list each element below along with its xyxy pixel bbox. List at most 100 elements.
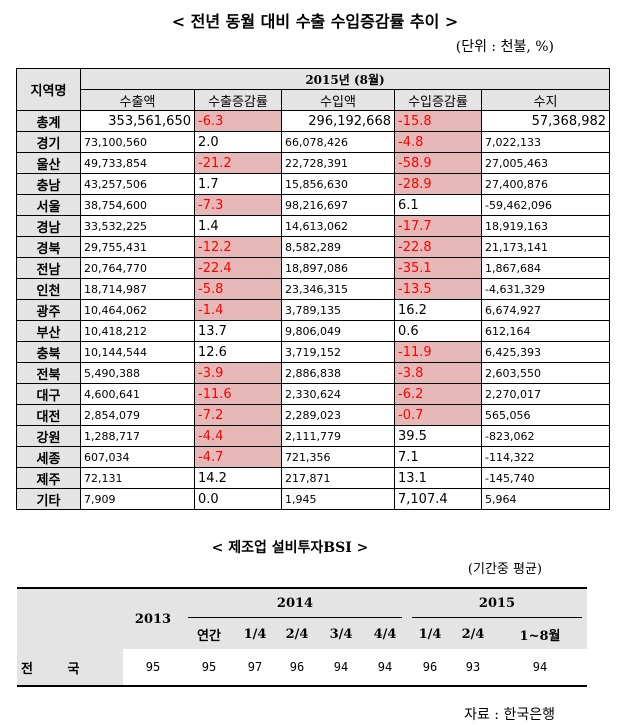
export-table-title: < 전년 동월 대비 수출 수입증감률 추이 > <box>171 12 459 31</box>
import-amount: 2,886,838 <box>281 362 395 384</box>
import-amount: 3,789,135 <box>281 299 395 321</box>
import-rate: -0.7 <box>394 404 482 426</box>
bsi-value: 96 <box>275 649 319 687</box>
bsi-row-label: 전 국 <box>17 649 123 687</box>
region-name: 경남 <box>16 215 81 237</box>
bsi-value: 93 <box>453 649 494 687</box>
bsi-sub-2014: 2/4 <box>275 619 319 649</box>
import-amount: 22,728,391 <box>281 152 395 174</box>
export-rate: 14.2 <box>194 467 282 489</box>
export-rate: -7.2 <box>194 404 282 426</box>
export-amount: 2,854,079 <box>80 404 195 426</box>
trade-balance: 1,867,684 <box>480 257 611 279</box>
import-rate: 39.5 <box>394 425 482 447</box>
export-amount: 49,733,854 <box>80 152 195 174</box>
import-amount: 2,330,624 <box>281 383 395 405</box>
import-rate: -58.9 <box>394 152 482 174</box>
table-row: 전북 5,490,388 -3.9 2,886,838 -3.8 2,603,550 <box>16 362 611 384</box>
trade-balance: 57,368,982 <box>480 110 611 132</box>
export-rate: 12.6 <box>194 341 282 363</box>
import-amount: 2,289,023 <box>281 404 395 426</box>
trade-balance: 612,164 <box>480 320 611 342</box>
table-row: 인천 18,714,987 -5.8 23,346,315 -13.5 -4,631,32… <box>16 278 611 300</box>
table-row: 경북 29,755,431 -12.2 8,582,289 -22.8 21,173,14… <box>16 236 611 258</box>
trade-balance: 27,005,463 <box>480 152 611 174</box>
import-rate: -6.2 <box>394 383 482 405</box>
bsi-header-2015: 2015 <box>412 596 583 618</box>
import-rate: 13.1 <box>394 467 482 489</box>
import-amount: 8,582,289 <box>281 236 395 258</box>
header-export-rate: 수출증감률 <box>194 89 282 111</box>
import-amount: 14,613,062 <box>281 215 395 237</box>
export-rate: -3.9 <box>194 362 282 384</box>
export-amount: 10,418,212 <box>80 320 195 342</box>
trade-balance: -114,322 <box>480 446 611 468</box>
export-rate: 13.7 <box>194 320 282 342</box>
import-rate: -3.8 <box>394 362 482 384</box>
bsi-sub-2015: 1/4 <box>407 619 454 649</box>
export-rate: 1.7 <box>194 173 282 195</box>
table-row: 경기 73,100,560 2.0 66,078,426 -4.8 7,022,133 <box>16 131 611 153</box>
bsi-table-title: < 제조업 설비투자BSI > <box>211 540 369 556</box>
header-period: 2015년 (8월) <box>79 68 611 90</box>
export-rate: -21.2 <box>194 152 282 174</box>
region-name: 전남 <box>16 257 81 279</box>
bsi-value: 95 <box>183 649 235 687</box>
table-row: 충남 43,257,506 1.7 15,856,630 -28.9 27,400,876 <box>16 173 611 195</box>
region-name: 전북 <box>16 362 81 384</box>
export-rate: -12.2 <box>194 236 282 258</box>
header-import: 수입액 <box>281 89 395 111</box>
import-rate: 7.1 <box>394 446 482 468</box>
import-rate: -13.5 <box>394 278 482 300</box>
export-rate: 2.0 <box>194 131 282 153</box>
trade-balance: 18,919,163 <box>480 215 611 237</box>
region-name: 경기 <box>16 131 81 153</box>
import-amount: 1,945 <box>281 488 395 510</box>
import-amount: 217,871 <box>281 467 395 489</box>
bsi-header-blank <box>17 587 123 649</box>
export-amount: 72,131 <box>80 467 195 489</box>
bsi-value: 97 <box>235 649 275 687</box>
region-name: 서울 <box>16 194 81 216</box>
export-rate: -6.3 <box>194 110 282 132</box>
region-name: 인천 <box>16 278 81 300</box>
bsi-sub-2014: 1/4 <box>235 619 275 649</box>
bsi-header-2013: 2013 <box>123 587 183 649</box>
export-amount: 33,532,225 <box>80 215 195 237</box>
export-amount: 1,288,717 <box>80 425 195 447</box>
import-amount: 66,078,426 <box>281 131 395 153</box>
region-name: 광주 <box>16 299 81 321</box>
import-amount: 721,356 <box>281 446 395 468</box>
header-import-rate: 수입증감률 <box>394 89 482 111</box>
bsi-sub-2014: 연간 <box>183 619 235 649</box>
trade-balance: 5,964 <box>480 488 611 510</box>
import-amount: 2,111,779 <box>281 425 395 447</box>
trade-balance: 21,173,141 <box>480 236 611 258</box>
region-name: 세종 <box>16 446 81 468</box>
export-amount: 18,714,987 <box>80 278 195 300</box>
export-amount: 20,764,770 <box>80 257 195 279</box>
bsi-value: 94 <box>319 649 363 687</box>
bsi-value: 94 <box>493 649 588 687</box>
bsi-table-unit: (기간중 평균) <box>467 562 542 577</box>
bsi-sub-2015: 1~8월 <box>493 619 588 649</box>
export-table-unit: (단위 : 천불, %) <box>455 39 554 55</box>
trade-balance: -4,631,329 <box>480 278 611 300</box>
header-region: 지역명 <box>16 68 81 111</box>
import-amount: 23,346,315 <box>281 278 395 300</box>
trade-balance: 6,425,393 <box>480 341 611 363</box>
region-name: 총계 <box>16 110 81 132</box>
export-rate: -22.4 <box>194 257 282 279</box>
table-row: 서울 38,754,600 -7.3 98,216,697 6.1 -59,462,096 <box>16 194 611 216</box>
table-row: 기타 7,909 0.0 1,945 7,107.4 5,964 <box>16 488 611 510</box>
export-amount: 4,600,641 <box>80 383 195 405</box>
import-rate: 6.1 <box>394 194 482 216</box>
import-amount: 3,719,152 <box>281 341 395 363</box>
bsi-value: 95 <box>123 649 183 687</box>
bsi-value: 94 <box>363 649 408 687</box>
export-amount: 7,909 <box>80 488 195 510</box>
bsi-sub-2014: 3/4 <box>319 619 363 649</box>
import-rate: -11.9 <box>394 341 482 363</box>
table-row-total: 총계 353,561,650 -6.3 296,192,668 -15.8 57,368,… <box>16 110 611 132</box>
import-rate: -17.7 <box>394 215 482 237</box>
